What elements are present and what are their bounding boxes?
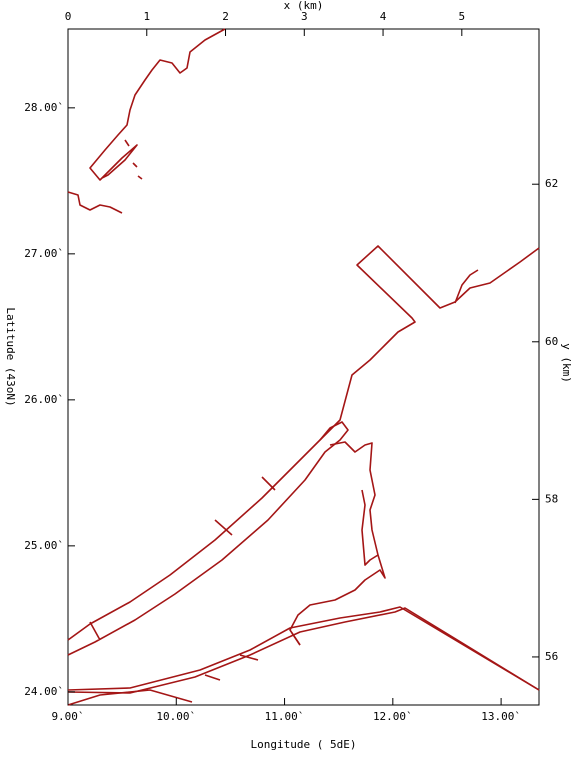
breakwater-inner: [67, 607, 540, 694]
y2-tick-label: 62: [545, 177, 558, 190]
x2-tick-label: 0: [65, 10, 72, 23]
x-axis-title: Longitude ( 5dE): [251, 738, 357, 751]
y-tick-label: 24.00`: [24, 685, 64, 698]
coast-main: [67, 245, 540, 641]
x2-tick-label: 5: [459, 10, 466, 23]
x-tick-label: 12.00`: [373, 710, 413, 723]
x2-axis-title: x (km): [284, 0, 324, 12]
y-tick-label: 26.00`: [24, 393, 64, 406]
x2-tick-label: 3: [301, 10, 308, 23]
coast-islet: [124, 139, 143, 180]
breakwater-outer: [67, 606, 540, 691]
coast-inner: [67, 421, 349, 656]
breakwater-low: [67, 632, 301, 706]
y-axis-title: Latitude (43oN): [4, 307, 17, 406]
coast-basin: [289, 441, 386, 646]
x-tick-label: 10.00`: [156, 710, 196, 723]
y-tick-label: 28.00`: [24, 101, 64, 114]
y2-tick-label: 56: [545, 650, 558, 663]
coast-north: [89, 28, 226, 181]
x-tick-label: 11.00`: [265, 710, 305, 723]
x-tick-label: 9.00`: [51, 710, 84, 723]
y2-tick-label: 60: [545, 335, 558, 348]
y2-tick-label: 58: [545, 492, 558, 505]
y-tick-label: 27.00`: [24, 247, 64, 260]
coast-west: [67, 191, 123, 214]
x2-tick-label: 4: [380, 10, 387, 23]
x-tick-label: 13.00`: [481, 710, 521, 723]
plot-frame: [67, 28, 540, 706]
y-tick-label: 25.00`: [24, 539, 64, 552]
coastline: [67, 28, 540, 706]
y2-axis-title: y (km): [560, 343, 573, 383]
x2-tick-label: 1: [143, 10, 150, 23]
coast-hook: [454, 269, 479, 304]
x2-tick-label: 2: [222, 10, 229, 23]
